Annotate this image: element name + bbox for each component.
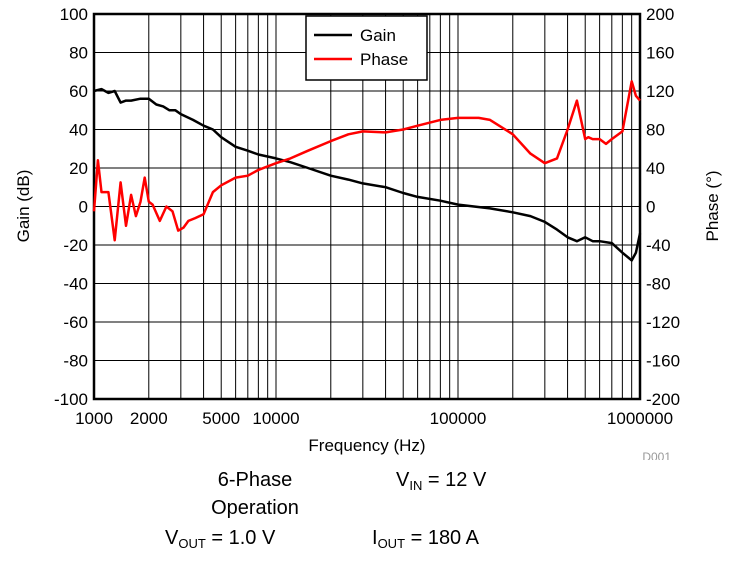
condition-phases: 6-Phase: [190, 469, 320, 492]
right-tick-label: -40: [646, 236, 671, 255]
condition-vout: VOUT = 1.0 V: [165, 527, 275, 551]
x-tick-label: 1000000: [607, 409, 673, 428]
x-tick-label: 2000: [130, 409, 168, 428]
x-tick-label: 10000: [252, 409, 299, 428]
left-tick-label: -40: [63, 275, 88, 294]
left-axis-title: Gain (dB): [14, 170, 33, 243]
condition-iout: IOUT = 180 A: [372, 527, 479, 551]
right-tick-label: -160: [646, 352, 680, 371]
x-tick-label: 1000: [75, 409, 113, 428]
right-tick-label: 80: [646, 121, 665, 140]
legend-label-gain: Gain: [360, 26, 396, 45]
right-tick-label: -80: [646, 275, 671, 294]
right-tick-label: 160: [646, 44, 674, 63]
right-tick-label: 40: [646, 159, 665, 178]
vout-symbol: V: [165, 527, 179, 549]
left-tick-label: 20: [69, 159, 88, 178]
left-tick-label: 80: [69, 44, 88, 63]
right-tick-label: -120: [646, 313, 680, 332]
legend-box: [305, 15, 428, 81]
vin-symbol: V: [396, 469, 410, 491]
left-tick-label: 0: [79, 198, 88, 217]
phases-text: 6-Phase: [217, 469, 293, 491]
vin-value: = 12 V: [427, 469, 487, 491]
legend-label-phase: Phase: [360, 50, 408, 69]
right-tick-label: -200: [646, 390, 680, 409]
left-tick-label: -60: [63, 313, 88, 332]
vout-subscript: OUT: [178, 536, 206, 551]
series-line-gain: [93, 87, 642, 262]
series: [92, 80, 642, 262]
left-tick-label: 40: [69, 121, 88, 140]
left-tick-label: 100: [60, 5, 88, 24]
condition-operation: Operation: [190, 497, 320, 520]
x-axis-title: Frequency (Hz): [308, 436, 425, 455]
axis-ticks: 100806040200-20-40-60-80-100200160120804…: [54, 5, 680, 428]
figure-id: D001: [642, 450, 671, 460]
left-tick-label: -80: [63, 352, 88, 371]
x-tick-label: 5000: [202, 409, 240, 428]
bode-plot: 100806040200-20-40-60-80-100200160120804…: [14, 5, 722, 460]
condition-vin: VIN = 12 V: [396, 469, 486, 493]
operation-text: Operation: [211, 497, 299, 519]
iout-value: = 180 A: [410, 527, 479, 549]
iout-subscript: OUT: [377, 536, 406, 551]
left-tick-label: -20: [63, 236, 88, 255]
legend: Gain Phase: [305, 15, 428, 81]
left-tick-label: -100: [54, 390, 88, 409]
left-tick-label: 60: [69, 82, 88, 101]
right-tick-label: 120: [646, 82, 674, 101]
right-tick-label: 0: [646, 198, 655, 217]
vin-subscript: IN: [409, 478, 423, 493]
right-axis-title: Phase (°): [703, 170, 722, 241]
x-tick-label: 100000: [430, 409, 487, 428]
series-line-phase: [92, 80, 641, 242]
iout-symbol: I: [372, 527, 378, 549]
vout-value: = 1.0 V: [211, 527, 276, 549]
right-tick-label: 200: [646, 5, 674, 24]
